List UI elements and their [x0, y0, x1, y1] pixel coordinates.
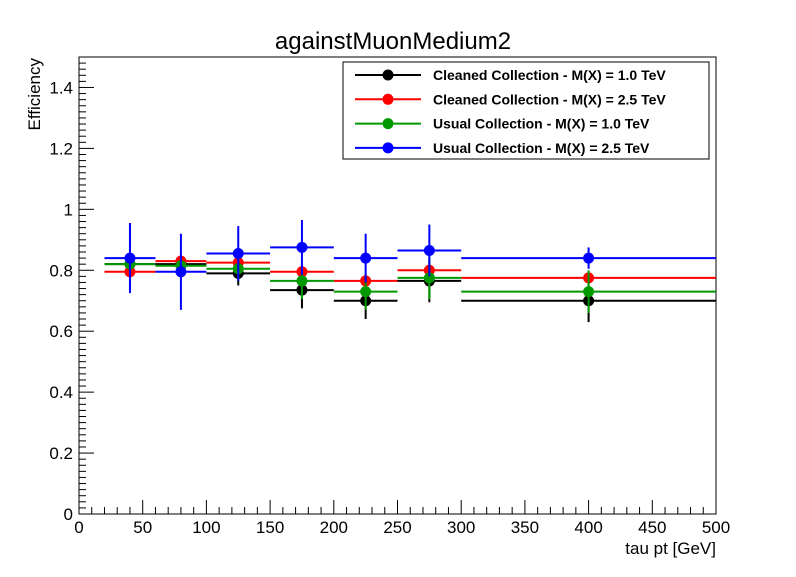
y-tick-label: 0.8	[49, 261, 73, 280]
x-tick-label: 0	[74, 518, 83, 537]
data-point	[360, 286, 372, 298]
data-point	[423, 272, 435, 284]
chart-title: againstMuonMedium2	[275, 28, 511, 55]
y-tick-label: 0	[64, 505, 73, 524]
data-point	[360, 252, 372, 264]
legend-swatch-marker	[382, 69, 394, 81]
legend-swatch-marker	[382, 142, 394, 154]
data-point	[423, 244, 435, 256]
legend: Cleaned Collection - M(X) = 1.0 TeV Clean…	[342, 61, 710, 160]
x-tick-label: 200	[320, 518, 348, 537]
y-tick-label: 0.2	[49, 444, 73, 463]
legend-swatch-marker	[382, 93, 394, 105]
x-axis-label: tau pt [GeV]	[625, 539, 716, 558]
x-tick-label: 450	[638, 518, 666, 537]
data-point	[175, 266, 187, 278]
data-point	[583, 286, 595, 298]
legend-label: Cleaned Collection - M(X) = 2.5 TeV	[433, 91, 666, 107]
legend-label: Usual Collection - M(X) = 2.5 TeV	[433, 140, 650, 156]
legend-box	[342, 61, 710, 160]
x-tick-label: 350	[511, 518, 539, 537]
x-tick-label: 400	[574, 518, 602, 537]
axes: 0 50 100 150 200 250 300 350 400 450 500 0 0.2 0.4 0.6…	[49, 56, 730, 537]
y-tick-label: 1.4	[49, 78, 73, 97]
y-tick-label: 0.6	[49, 322, 73, 341]
y-tick-label: 1	[64, 200, 73, 219]
x-tick-label: 50	[133, 518, 152, 537]
data-point	[232, 248, 244, 260]
y-tick-label: 1.2	[49, 139, 73, 158]
legend-label: Usual Collection - M(X) = 1.0 TeV	[433, 116, 650, 132]
series-layer	[104, 219, 716, 323]
y-tick-label: 0.4	[49, 383, 73, 402]
series-3	[104, 219, 716, 310]
x-tick-label: 100	[192, 518, 220, 537]
x-tick-label: 150	[256, 518, 284, 537]
x-tick-label: 300	[447, 518, 475, 537]
data-point	[124, 252, 136, 264]
legend-label: Cleaned Collection - M(X) = 1.0 TeV	[433, 67, 666, 83]
x-tick-label: 250	[383, 518, 411, 537]
legend-swatch-marker	[382, 118, 394, 130]
data-point	[296, 241, 308, 253]
data-point	[296, 275, 308, 287]
x-tick-label: 500	[702, 518, 730, 537]
y-axis-label: Efficiency	[25, 58, 44, 131]
data-point	[583, 252, 595, 264]
